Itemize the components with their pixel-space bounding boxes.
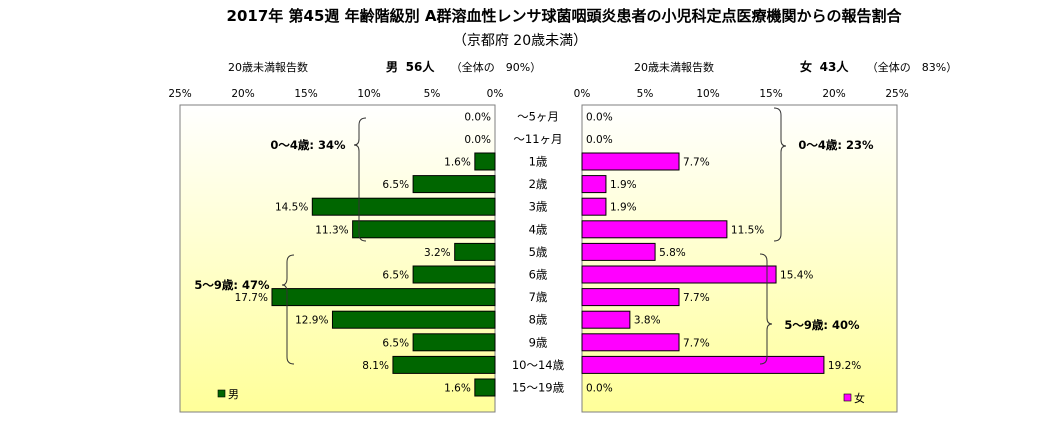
male-data-label: 8.1% <box>362 360 389 372</box>
female-x-tick-label: 10% <box>696 88 719 100</box>
male-data-label: 6.5% <box>382 337 409 349</box>
male-data-label: 0.0% <box>464 134 491 146</box>
female-bar <box>581 288 680 307</box>
age-category-label: 7歳 <box>529 290 548 304</box>
female-bar <box>581 175 607 194</box>
age-category-label: 15～19歳 <box>512 381 565 395</box>
female-bar <box>581 220 728 239</box>
male-x-tick-label: 25% <box>168 88 191 100</box>
female-data-label: 1.9% <box>610 202 637 214</box>
female-data-label: 5.8% <box>659 247 686 259</box>
female-bar <box>581 333 680 352</box>
female-x-tick-label: 5% <box>637 88 654 100</box>
female-data-label: 7.7% <box>683 157 710 169</box>
age-category-label: 8歳 <box>529 313 548 327</box>
female-x-tick-label: 25% <box>885 88 908 100</box>
legend-male-label: 男 <box>228 388 239 401</box>
female-bar <box>581 197 607 216</box>
female-x-tick-label: 15% <box>759 88 782 100</box>
male-data-label: 11.3% <box>315 224 348 236</box>
male-bar <box>474 378 496 397</box>
male-bar <box>412 175 496 194</box>
age-category-label: 4歳 <box>529 222 548 236</box>
female-bar <box>581 242 656 261</box>
legend-female-swatch <box>843 393 852 402</box>
female-data-label: 0.0% <box>586 134 613 146</box>
female-data-label: 19.2% <box>828 360 861 372</box>
male-bar <box>331 310 496 329</box>
age-category-label: 1歳 <box>529 155 548 169</box>
male-share: （全体の 90%） <box>451 60 541 74</box>
age-category-label: 9歳 <box>529 335 548 349</box>
male-brace-5-9 <box>281 254 295 365</box>
male-x-tick-label: 5% <box>424 88 441 100</box>
female-data-label: 1.9% <box>610 179 637 191</box>
male-data-label: 6.5% <box>382 179 409 191</box>
age-category-label: 6歳 <box>529 268 548 282</box>
age-category-label: 2歳 <box>529 177 548 191</box>
male-x-tick-label: 10% <box>357 88 380 100</box>
male-annotation-5-9: 5～9歳: 47% <box>194 278 270 292</box>
male-bar <box>311 197 496 216</box>
female-share: （全体の 83%） <box>867 60 957 74</box>
female-bar <box>581 152 680 171</box>
age-category-label: ～11ヶ月 <box>513 132 562 146</box>
male-bar <box>412 333 496 352</box>
male-bar <box>412 265 496 284</box>
male-data-label: 12.9% <box>295 315 328 327</box>
male-data-label: 14.5% <box>275 202 308 214</box>
male-x-tick-label: 0% <box>487 88 504 100</box>
female-data-label: 0.0% <box>586 383 613 395</box>
male-bar <box>352 220 496 239</box>
male-data-label: 17.7% <box>235 292 268 304</box>
male-data-label: 3.2% <box>424 247 451 259</box>
female-brace-0-4 <box>773 107 787 242</box>
female-brace-5-9 <box>759 253 773 365</box>
age-category-label: 5歳 <box>529 245 548 259</box>
female-data-label: 0.0% <box>586 111 613 123</box>
male-x-tick-label: 15% <box>294 88 317 100</box>
chart-subtitle: （京都府 20歳未満） <box>453 33 587 49</box>
legend-male-swatch <box>217 389 226 398</box>
female-x-tick-label: 20% <box>822 88 845 100</box>
male-bar <box>271 288 496 307</box>
male-data-label: 1.6% <box>444 157 471 169</box>
chart-title: 2017年 第45週 年齢階級別 A群溶血性レンサ球菌咽頭炎患者の小児科定点医療… <box>227 7 903 25</box>
female-annotation-5-9: 5～9歳: 40% <box>784 318 860 332</box>
female-data-label: 7.7% <box>683 292 710 304</box>
male-bar <box>454 242 496 261</box>
female-bar <box>581 310 631 329</box>
female-data-label: 3.8% <box>634 315 661 327</box>
age-category-label: 3歳 <box>529 200 548 214</box>
female-x-tick-label: 0% <box>574 88 591 100</box>
female-annotation-0-4: 0～4歳: 23% <box>798 138 874 152</box>
female-data-label: 7.7% <box>683 337 710 349</box>
male-x-tick-label: 20% <box>231 88 254 100</box>
male-data-label: 0.0% <box>464 111 491 123</box>
male-data-label: 6.5% <box>382 270 409 282</box>
male-count-label: 20歳未満報告数 <box>228 61 308 74</box>
legend-female-label: 女 <box>854 391 865 405</box>
female-sex-label: 女 <box>800 59 812 74</box>
age-category-label: 10～14歳 <box>512 358 565 372</box>
female-data-label: 11.5% <box>731 224 764 236</box>
female-count-label: 20歳未満報告数 <box>634 61 714 74</box>
female-bar <box>581 355 825 374</box>
male-count: 56人 <box>406 59 436 74</box>
male-sex-label: 男 <box>386 60 398 74</box>
female-data-label: 15.4% <box>780 270 813 282</box>
male-data-label: 1.6% <box>444 383 471 395</box>
age-category-label: ～5ヶ月 <box>517 109 559 123</box>
male-bar <box>474 152 496 171</box>
female-count: 43人 <box>820 59 850 74</box>
female-bar <box>581 265 777 284</box>
male-bar <box>392 355 496 374</box>
male-brace-0-4 <box>353 117 367 242</box>
male-annotation-0-4: 0～4歳: 34% <box>270 138 346 152</box>
